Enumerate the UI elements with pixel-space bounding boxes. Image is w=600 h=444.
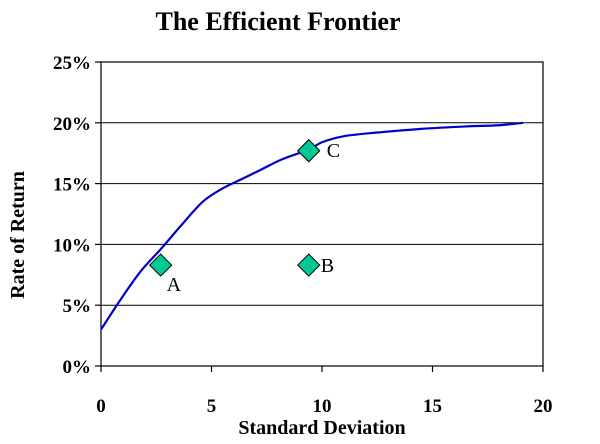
point-a-marker (148, 253, 173, 277)
point-b-marker (297, 253, 321, 277)
gridlines (101, 122, 543, 306)
point-a-label: A (167, 274, 182, 296)
y-tick-label-0: 0% (63, 357, 92, 378)
point-c-marker (297, 139, 321, 163)
portfolio-points: A B C (148, 139, 340, 296)
y-tick-label-2: 10% (53, 235, 91, 256)
point-c-label: C (327, 140, 340, 162)
y-axis-label: Rate of Return (7, 171, 29, 299)
x-tick-label-2: 10 (313, 396, 332, 417)
chart-title: The Efficient Frontier (155, 7, 400, 36)
x-axis-ticks: 0 5 10 15 20 (96, 366, 553, 417)
x-tick-label-0: 0 (96, 396, 106, 417)
frontier-line (100, 121, 524, 331)
x-tick-label-3: 15 (423, 396, 442, 417)
x-axis-label: Standard Deviation (238, 417, 405, 439)
x-tick-label-4: 20 (534, 396, 553, 417)
x-tick-label-1: 5 (207, 396, 217, 417)
y-tick-label-5: 25% (53, 53, 91, 74)
y-tick-label-3: 15% (53, 175, 91, 196)
plot-area (100, 61, 544, 367)
point-b-label: B (321, 255, 334, 277)
y-tick-label-1: 5% (63, 296, 92, 317)
y-tick-label-4: 20% (53, 114, 91, 135)
y-axis-ticks: 0% 5% 10% 15% 20% 25% (53, 53, 101, 378)
